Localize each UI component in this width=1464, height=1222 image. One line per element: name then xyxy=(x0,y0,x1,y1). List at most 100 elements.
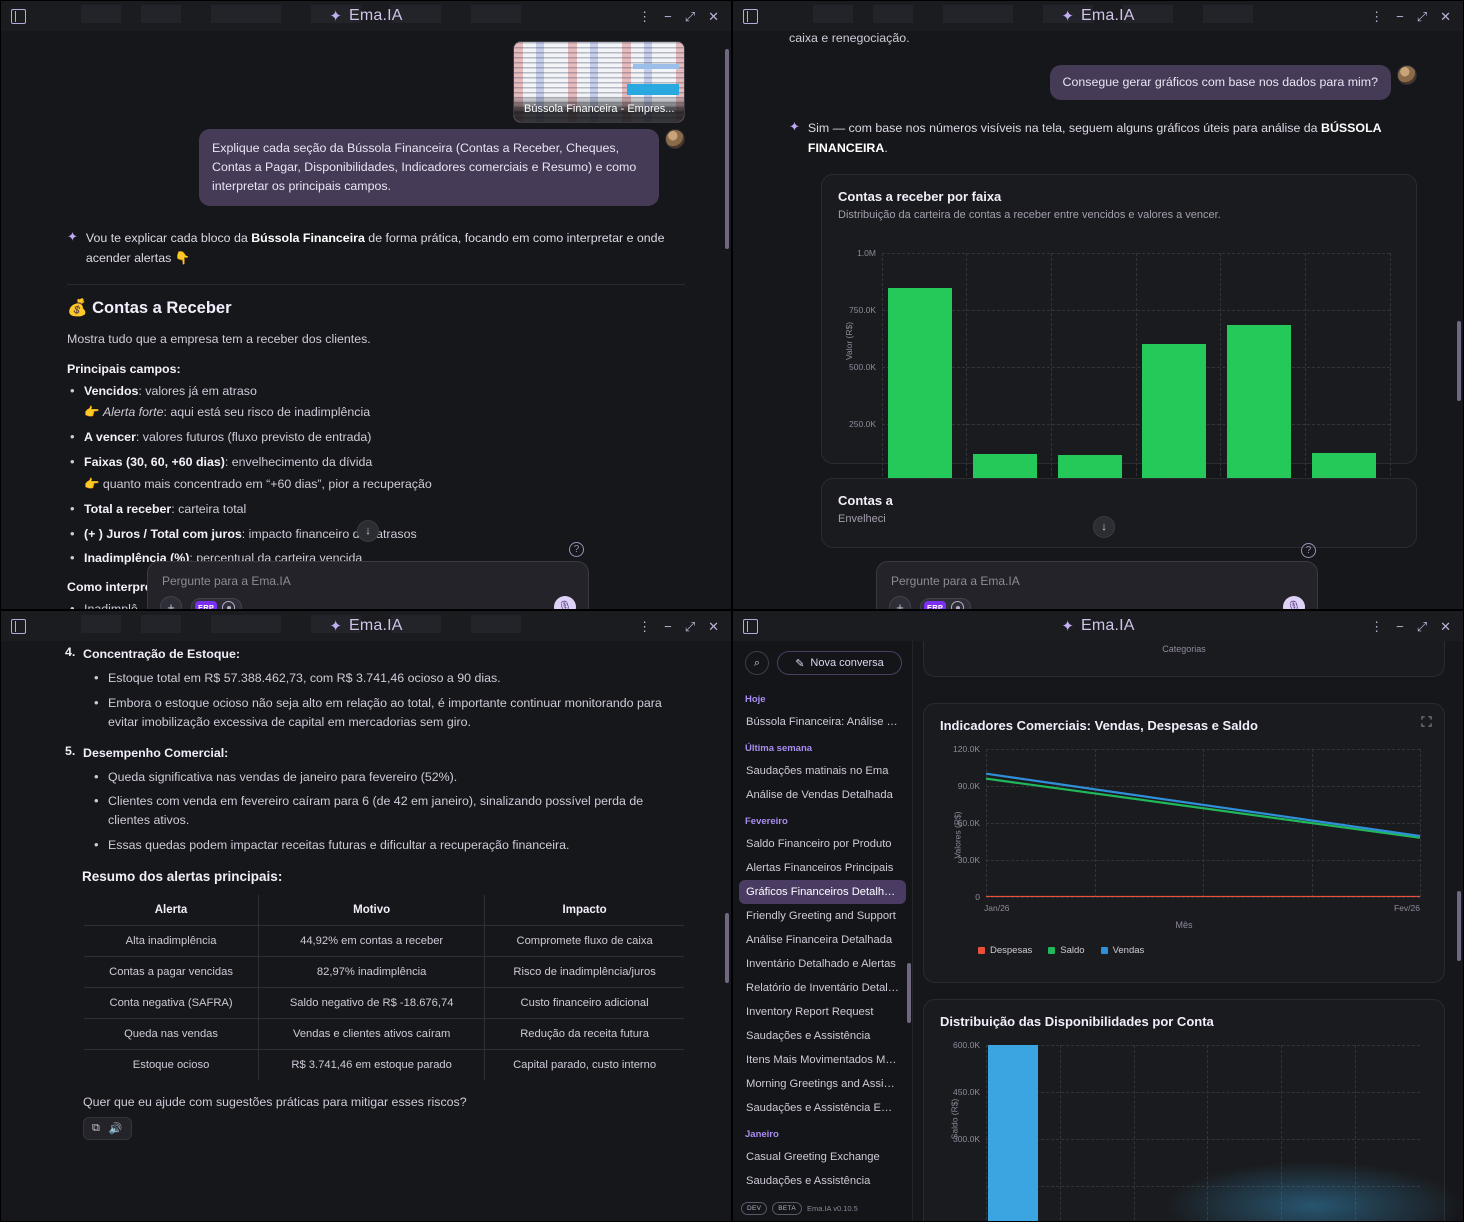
erp-toggle-group[interactable]: ERP xyxy=(191,597,243,609)
minimize-icon[interactable]: − xyxy=(1396,8,1404,24)
sidebar-item[interactable]: Saudações matinais no Ema xyxy=(746,765,889,777)
eye-icon[interactable] xyxy=(222,600,236,609)
sidebar-item[interactable]: Saudações e Assistência xyxy=(746,1030,871,1042)
scroll-to-bottom-button[interactable]: ↓ xyxy=(1093,516,1115,538)
y-tick: 600.0K xyxy=(953,1040,980,1050)
minimize-icon[interactable]: − xyxy=(664,8,672,24)
chat-scroll-area[interactable]: Categorias Indicadores Comerciais: Venda… xyxy=(913,641,1463,1221)
sidebar-item[interactable]: Friendly Greeting and Support xyxy=(746,910,896,922)
intro-part-c: de forma prática, focando em como interp… xyxy=(85,230,665,265)
menu-icon[interactable]: ⋮ xyxy=(638,618,652,634)
sidebar-item-active[interactable]: Gráficos Financeiros Detalhad... xyxy=(739,880,906,904)
y-tick: 450.0K xyxy=(953,1087,980,1097)
sidebar-item[interactable]: Inventory Report Request xyxy=(746,1006,874,1018)
sidebar-item[interactable]: Relatório de Inventário Detalh... xyxy=(746,982,904,994)
close-icon[interactable]: ✕ xyxy=(708,8,719,24)
field-desc: : impacto financeiro dos atrasos xyxy=(241,526,417,541)
menu-icon[interactable]: ⋮ xyxy=(1370,8,1384,24)
sidebar-item[interactable]: Morning Greetings and Assist... xyxy=(746,1078,902,1090)
field-desc: : carteira total xyxy=(171,501,247,516)
search-icon[interactable]: ⌕ xyxy=(745,651,769,675)
titlebar: ✦ Ema.IA ⋮ − ⤢ ✕ xyxy=(1,1,731,31)
preview-highlight-primary xyxy=(627,84,679,95)
restore-icon[interactable]: ⤢ xyxy=(1416,618,1428,634)
column-header: Impacto xyxy=(484,894,684,926)
group-label-janeiro: Janeiro xyxy=(745,1129,779,1140)
sidebar-item[interactable]: Casual Greeting Exchange xyxy=(746,1151,880,1163)
restore-icon[interactable]: ⤢ xyxy=(684,8,696,24)
sparkle-icon: ✦ xyxy=(329,617,342,635)
sidebar-item[interactable]: Análise Financeira Detalhada xyxy=(746,934,893,946)
cell: Redução da receita futura xyxy=(484,1018,684,1050)
toggle-sidebar-button[interactable] xyxy=(733,8,767,24)
microphone-button[interactable]: 🎙 xyxy=(554,596,576,609)
chat-scroll-area[interactable]: 4. Concentração de Estoque: Estoque tota… xyxy=(1,641,731,1221)
chat-scroll-area[interactable]: caixa e renegociação. Consegue gerar grá… xyxy=(733,31,1463,609)
y-tick: 750.0K xyxy=(849,305,876,316)
menu-icon[interactable]: ⋮ xyxy=(638,8,652,24)
minimize-icon[interactable]: − xyxy=(664,618,672,634)
message-composer[interactable]: Pergunte para a Ema.IA + ERP 🎙 xyxy=(876,561,1318,609)
minimize-icon[interactable]: − xyxy=(1396,618,1404,634)
message-composer[interactable]: Pergunte para a Ema.IA + ERP 🎙 xyxy=(147,561,589,609)
sidebar-scrollbar[interactable] xyxy=(907,963,911,1023)
chart-card-next: Contas a Envelheci xyxy=(821,478,1417,549)
clipped-previous-text: caixa e renegociação. xyxy=(789,31,910,45)
gridline xyxy=(986,749,987,897)
expand-icon[interactable] xyxy=(1421,716,1432,727)
sidebar-item[interactable]: Saudações e Assistência Empr... xyxy=(746,1102,906,1114)
divider xyxy=(67,283,685,285)
scroll-to-bottom-button[interactable]: ↓ xyxy=(357,520,379,542)
attachment-row: Bússola Financeira - Empres... xyxy=(67,41,685,123)
add-attachment-button[interactable]: + xyxy=(889,596,911,609)
titlebar-ghost-text xyxy=(81,615,581,633)
conversation-list[interactable]: Hoje Bússola Financeira: Análise Ge... Ú… xyxy=(733,683,912,1199)
sidebar-item[interactable]: Itens Mais Movimentados Me... xyxy=(746,1054,901,1066)
bar-conta-1 xyxy=(988,1045,1039,1221)
vertical-scrollbar[interactable] xyxy=(1457,321,1461,401)
sidebar-item[interactable]: Alertas Financeiros Principais xyxy=(746,862,894,874)
legend-item[interactable]: Despesas xyxy=(978,945,1032,956)
sidebar-item[interactable]: Inventário Detalhado e Alertas xyxy=(746,958,896,970)
toggle-sidebar-button[interactable] xyxy=(1,618,35,634)
sidebar-item[interactable]: Bússola Financeira: Análise Ge... xyxy=(746,716,906,728)
sidebar-item[interactable]: Saldo Financeiro por Produto xyxy=(746,838,892,850)
chat-scroll-area[interactable]: Bússola Financeira - Empres... Explique … xyxy=(1,31,731,609)
toggle-sidebar-button[interactable] xyxy=(1,8,35,24)
sidebar-item[interactable]: Análise de Vendas Detalhada xyxy=(746,789,893,801)
close-icon[interactable]: ✕ xyxy=(1440,618,1451,634)
message-actions: ⧉ 🔊 xyxy=(83,1116,685,1140)
legend-item[interactable]: Saldo xyxy=(1048,945,1085,956)
chart-title: Contas a receber por faixa xyxy=(838,189,1002,205)
field-sub: 👉 Alerta forte: aqui está seu risco de i… xyxy=(84,405,371,420)
y-tick: 1.0M xyxy=(857,248,876,259)
field-desc: : envelhecimento da dívida xyxy=(224,455,373,470)
microphone-button[interactable]: 🎙 xyxy=(1283,596,1305,609)
add-attachment-button[interactable]: + xyxy=(160,596,182,609)
copy-icon[interactable]: ⧉ xyxy=(92,1121,100,1134)
help-icon[interactable]: ? xyxy=(569,542,584,557)
eye-icon[interactable] xyxy=(951,600,965,609)
close-icon[interactable]: ✕ xyxy=(1440,8,1451,24)
cell: Saldo negativo de R$ -18.676,74 xyxy=(258,987,486,1019)
help-icon[interactable]: ? xyxy=(1301,543,1316,558)
assistant-intro: Vou te explicar cada bloco da Bússola Fi… xyxy=(86,228,685,268)
restore-icon[interactable]: ⤢ xyxy=(684,618,696,634)
vertical-scrollbar[interactable] xyxy=(725,49,729,249)
close-icon[interactable]: ✕ xyxy=(708,618,719,634)
erp-toggle-group[interactable]: ERP xyxy=(920,597,972,609)
vertical-scrollbar[interactable] xyxy=(725,913,729,983)
restore-icon[interactable]: ⤢ xyxy=(1416,8,1428,24)
speaker-icon[interactable]: 🔊 xyxy=(108,1122,123,1135)
menu-icon[interactable]: ⋮ xyxy=(1370,618,1384,634)
vertical-scrollbar[interactable] xyxy=(1457,891,1461,961)
new-conversation-button[interactable]: ✎ Nova conversa xyxy=(777,651,902,675)
action-pill[interactable]: ⧉ 🔊 xyxy=(83,1116,132,1140)
attachment-thumbnail[interactable]: Bússola Financeira - Empres... xyxy=(513,41,685,123)
toggle-sidebar-button[interactable] xyxy=(733,618,767,634)
column-header: Alerta xyxy=(84,894,260,926)
gridline xyxy=(1220,253,1222,482)
sidebar-item[interactable]: Saudações e Assistência xyxy=(746,1175,871,1187)
legend-item[interactable]: Vendas xyxy=(1100,945,1144,956)
plot-area xyxy=(986,749,1421,898)
